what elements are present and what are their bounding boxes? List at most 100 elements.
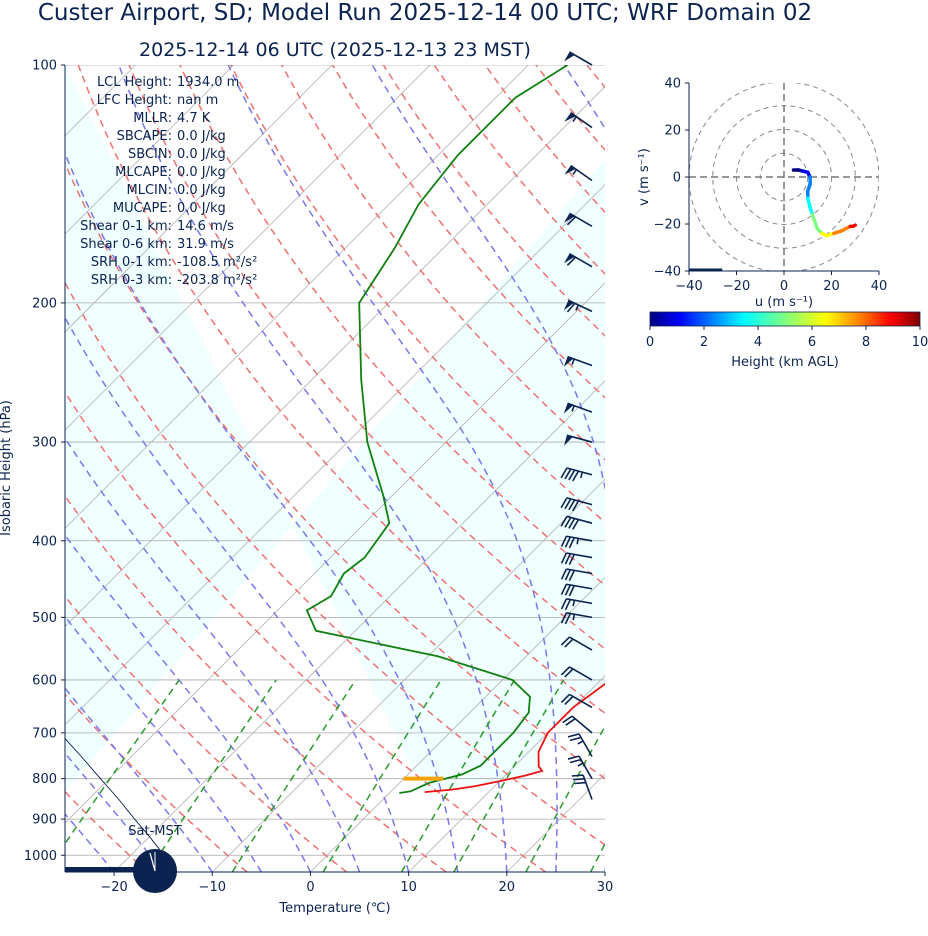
barb-flag — [564, 112, 576, 122]
barb-half — [580, 471, 584, 479]
barb-flag — [564, 213, 575, 223]
isotherm-line — [113, 380, 605, 872]
barb-full — [564, 468, 572, 480]
isotherm-line — [65, 65, 235, 235]
barb-staff — [569, 693, 593, 709]
hodograph-x-tick-label: −40 — [675, 279, 702, 294]
y-tick-label: 1000 — [24, 849, 57, 864]
wind-barb — [564, 164, 593, 182]
hodograph-y-tick-label: 0 — [673, 171, 681, 186]
colorbar-tick-label: 6 — [808, 335, 816, 350]
indices-panel: LCL Height: 1934.0 m LFC Height: nan m MLLR:… — [80, 75, 257, 288]
clock-label: Sat-MST — [128, 824, 181, 839]
barb-full — [564, 584, 572, 596]
barb-full — [564, 668, 574, 678]
index-label: LCL Height: — [97, 75, 172, 90]
colorbar-tick-label: 4 — [754, 335, 762, 350]
barb-full — [560, 666, 571, 676]
isotherm-line — [65, 85, 605, 628]
barb-full — [574, 781, 586, 785]
barb-full — [573, 778, 585, 781]
figure-title: Custer Airport, SD; Model Run 2025-12-14… — [38, 0, 812, 26]
mixing-ratio-line — [231, 679, 357, 872]
barb-full — [564, 536, 572, 548]
barb-staff — [566, 467, 593, 476]
wind-barb — [563, 299, 593, 313]
dry-adiabat — [128, 65, 605, 650]
wind-barb — [567, 733, 593, 757]
barb-full — [560, 516, 568, 527]
wind-barb — [564, 212, 593, 227]
barb-full — [566, 256, 577, 266]
hodograph-x-tick-label: 20 — [823, 279, 840, 294]
wind-barb — [564, 51, 593, 66]
wind-barb — [560, 552, 593, 566]
hodograph-x-tick-label: 40 — [871, 279, 888, 294]
wind-barb — [560, 583, 593, 597]
barb-staff — [566, 598, 593, 605]
y-tick-label: 400 — [32, 534, 57, 549]
mixing-ratio-line — [147, 679, 277, 872]
y-tick-label: 300 — [32, 436, 57, 451]
index-value: -203.8 m²/s² — [177, 273, 257, 288]
barb-half — [571, 358, 575, 365]
barb-full — [572, 519, 580, 530]
isotherm-line — [65, 65, 529, 529]
hodograph-y-tick-label: 20 — [664, 124, 681, 139]
colorbar-tick-label: 2 — [700, 335, 708, 350]
barb-full — [560, 583, 568, 595]
wind-barb — [560, 568, 593, 582]
moist-adiabat — [65, 436, 361, 872]
barb-full — [572, 470, 580, 482]
index-label: MUCAPE: — [113, 201, 172, 216]
isotherm-line — [604, 871, 605, 872]
barb-full — [568, 499, 576, 511]
barb-staff — [566, 515, 593, 524]
barb-flag — [564, 52, 575, 62]
night-bar — [65, 867, 155, 872]
index-label: Shear 0-1 km: — [80, 219, 172, 234]
moist-adiabat — [65, 316, 410, 872]
index-label: SRH 0-1 km: — [91, 255, 172, 270]
index-value: 0.0 J/kg — [177, 165, 226, 180]
barb-full — [569, 758, 582, 764]
barb-full — [564, 553, 572, 565]
wind-barb — [560, 693, 593, 709]
dry-adiabat — [179, 65, 605, 587]
barb-full — [560, 467, 568, 479]
wind-barb — [562, 715, 593, 734]
wind-barb — [560, 666, 593, 681]
barb-full — [568, 469, 576, 481]
wind-barb — [571, 774, 593, 800]
barb-staff — [566, 612, 593, 619]
barb-staff — [566, 497, 593, 506]
wind-barb — [560, 612, 593, 625]
barb-staff — [570, 164, 593, 182]
isotherm-line — [310, 576, 605, 872]
wind-barb — [560, 636, 593, 651]
mixing-ratio-line — [322, 679, 442, 872]
barb-full — [564, 599, 572, 611]
barb-full — [567, 755, 580, 760]
figure-subtitle: 2025-12-14 06 UTC (2025-12-13 23 MST) — [139, 39, 531, 61]
wind-barb — [564, 434, 593, 446]
wind-barb — [560, 535, 593, 549]
barb-flag — [563, 356, 574, 367]
mixing-ratio-line — [453, 679, 565, 872]
mixing-ratio-line — [589, 842, 605, 872]
hodograph-segment — [851, 223, 857, 229]
isotherm-line — [408, 675, 605, 872]
barb-full — [569, 736, 582, 742]
index-value: 0.0 J/kg — [177, 129, 226, 144]
index-label: LFC Height: — [97, 93, 172, 108]
x-tick-label: 20 — [499, 880, 516, 895]
barb-full — [564, 695, 574, 706]
moist-adiabat — [65, 533, 312, 872]
mixing-ratio-line — [525, 724, 605, 872]
hodograph-y-tick-label: −20 — [654, 218, 681, 233]
skewt-ylabel: Isobaric Height (hPa) — [0, 400, 14, 536]
barb-flag — [564, 435, 573, 446]
barb-staff — [566, 583, 593, 590]
